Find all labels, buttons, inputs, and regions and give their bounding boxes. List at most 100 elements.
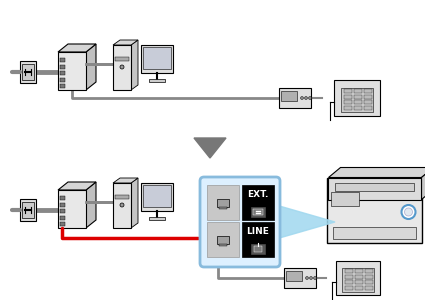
- Bar: [355, 280, 363, 284]
- Bar: [365, 286, 373, 289]
- Circle shape: [306, 277, 309, 280]
- Bar: [355, 269, 363, 273]
- Circle shape: [120, 65, 124, 69]
- Bar: [365, 269, 373, 273]
- Bar: [344, 100, 352, 104]
- Bar: [364, 94, 372, 98]
- Bar: [60, 202, 65, 206]
- Bar: [286, 271, 302, 281]
- Bar: [336, 261, 380, 295]
- Polygon shape: [422, 167, 425, 200]
- Bar: [334, 80, 380, 116]
- Polygon shape: [113, 40, 138, 45]
- Circle shape: [402, 205, 416, 219]
- Polygon shape: [58, 44, 96, 52]
- Bar: [60, 209, 65, 213]
- Bar: [251, 244, 265, 254]
- Circle shape: [300, 97, 303, 100]
- Bar: [141, 45, 173, 73]
- Bar: [254, 246, 262, 252]
- Bar: [354, 106, 362, 110]
- Circle shape: [120, 203, 124, 207]
- Bar: [217, 199, 229, 206]
- Bar: [341, 88, 373, 112]
- Bar: [345, 274, 353, 278]
- Polygon shape: [131, 40, 138, 90]
- Polygon shape: [276, 205, 335, 239]
- Bar: [141, 183, 173, 211]
- Polygon shape: [58, 182, 96, 190]
- Text: LINE: LINE: [246, 227, 269, 236]
- Bar: [149, 79, 165, 82]
- Bar: [60, 77, 65, 82]
- Bar: [332, 191, 360, 206]
- Bar: [344, 106, 352, 110]
- Bar: [22, 202, 34, 218]
- Bar: [355, 274, 363, 278]
- Bar: [354, 89, 362, 93]
- Circle shape: [314, 277, 317, 280]
- Bar: [279, 88, 311, 108]
- Bar: [115, 195, 129, 199]
- FancyBboxPatch shape: [200, 177, 280, 267]
- Bar: [364, 106, 372, 110]
- Bar: [354, 94, 362, 98]
- Bar: [334, 226, 416, 238]
- Bar: [344, 94, 352, 98]
- Bar: [115, 57, 129, 61]
- Bar: [58, 190, 86, 228]
- Bar: [342, 268, 374, 292]
- Bar: [284, 268, 316, 288]
- Bar: [60, 71, 65, 75]
- Bar: [281, 91, 297, 101]
- Bar: [143, 47, 171, 69]
- Bar: [335, 182, 414, 190]
- Bar: [20, 61, 36, 83]
- Bar: [113, 183, 131, 228]
- Bar: [328, 178, 422, 242]
- Bar: [242, 185, 274, 220]
- Circle shape: [309, 97, 312, 100]
- Polygon shape: [86, 182, 96, 228]
- Bar: [149, 217, 165, 220]
- Bar: [251, 207, 265, 217]
- Bar: [60, 222, 65, 226]
- Bar: [364, 100, 372, 104]
- Bar: [143, 185, 171, 207]
- Bar: [219, 244, 227, 246]
- Bar: [364, 89, 372, 93]
- Polygon shape: [131, 178, 138, 228]
- Bar: [60, 196, 65, 200]
- Bar: [253, 209, 263, 215]
- Polygon shape: [113, 178, 138, 183]
- Bar: [329, 178, 422, 200]
- Polygon shape: [194, 138, 226, 158]
- Bar: [242, 222, 274, 257]
- Bar: [60, 84, 65, 88]
- Bar: [219, 206, 227, 209]
- Bar: [365, 274, 373, 278]
- Polygon shape: [86, 44, 96, 90]
- Bar: [20, 199, 36, 221]
- Text: EXT.: EXT.: [247, 190, 269, 199]
- Bar: [345, 286, 353, 289]
- Bar: [60, 58, 65, 62]
- Circle shape: [304, 97, 308, 100]
- Bar: [345, 269, 353, 273]
- Circle shape: [405, 208, 413, 216]
- Bar: [345, 280, 353, 284]
- Bar: [355, 286, 363, 289]
- Bar: [365, 280, 373, 284]
- Bar: [207, 222, 239, 257]
- Bar: [207, 185, 239, 220]
- Bar: [60, 64, 65, 68]
- Bar: [113, 45, 131, 90]
- Bar: [354, 100, 362, 104]
- Polygon shape: [329, 167, 425, 178]
- Bar: [60, 215, 65, 220]
- Bar: [217, 236, 229, 244]
- Bar: [22, 64, 34, 80]
- Circle shape: [309, 277, 312, 280]
- Bar: [58, 52, 86, 90]
- Bar: [344, 89, 352, 93]
